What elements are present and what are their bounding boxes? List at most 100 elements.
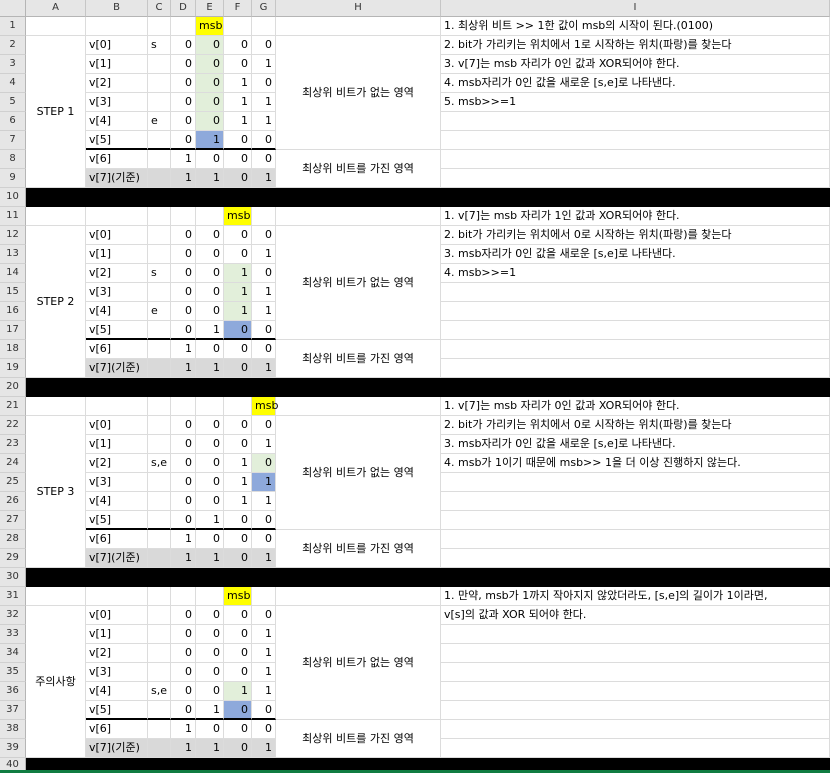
row-header[interactable]: 16	[0, 302, 26, 321]
range-marker[interactable]	[148, 435, 171, 454]
bit-cell[interactable]: 1	[224, 302, 252, 321]
range-marker[interactable]	[148, 720, 171, 739]
bit-cell[interactable]: 0	[171, 625, 196, 644]
vector-label[interactable]: v[2]	[86, 74, 148, 93]
grid-cell[interactable]	[196, 587, 224, 606]
column-header[interactable]: F	[224, 0, 252, 17]
bit-cell[interactable]: 1	[224, 93, 252, 112]
row-header[interactable]: 3	[0, 55, 26, 74]
bit-cell[interactable]: 0	[171, 74, 196, 93]
bit-cell[interactable]: 1	[196, 511, 224, 530]
row-header[interactable]: 17	[0, 321, 26, 340]
range-marker[interactable]	[148, 150, 171, 169]
column-header[interactable]: I	[441, 0, 830, 17]
row-header[interactable]: 33	[0, 625, 26, 644]
bit-cell[interactable]: 1	[196, 359, 224, 378]
bit-cell[interactable]: 0	[196, 606, 224, 625]
bit-cell[interactable]: 0	[171, 682, 196, 701]
range-marker[interactable]	[148, 739, 171, 758]
vector-label[interactable]: v[4]	[86, 492, 148, 511]
bit-cell[interactable]: 0	[171, 492, 196, 511]
bit-cell[interactable]: 0	[196, 245, 224, 264]
bit-cell[interactable]: 0	[224, 169, 252, 188]
bit-cell[interactable]: 0	[171, 644, 196, 663]
bit-cell[interactable]: 0	[224, 625, 252, 644]
bit-cell[interactable]: 0	[171, 511, 196, 530]
grid-cell[interactable]	[86, 397, 148, 416]
grid-cell[interactable]	[441, 682, 830, 701]
bit-cell[interactable]: 0	[252, 150, 276, 169]
grid-cell[interactable]	[441, 169, 830, 188]
bit-cell[interactable]: 0	[171, 131, 196, 150]
grid-cell[interactable]	[441, 340, 830, 359]
range-marker[interactable]	[148, 283, 171, 302]
range-marker[interactable]	[148, 473, 171, 492]
bit-cell[interactable]: 0	[224, 663, 252, 682]
bit-cell[interactable]: 0	[171, 302, 196, 321]
grid-cell[interactable]	[26, 397, 86, 416]
vector-label[interactable]: v[0]	[86, 36, 148, 55]
bit-cell[interactable]: 0	[196, 36, 224, 55]
range-marker[interactable]: s	[148, 264, 171, 283]
column-header[interactable]: D	[171, 0, 196, 17]
bit-cell[interactable]: 0	[171, 435, 196, 454]
bit-cell[interactable]: 0	[196, 435, 224, 454]
bit-cell[interactable]: 0	[252, 511, 276, 530]
bit-cell[interactable]: 0	[224, 701, 252, 720]
select-all-corner[interactable]	[0, 0, 26, 17]
vector-label[interactable]: v[4]	[86, 682, 148, 701]
grid-cell[interactable]	[276, 17, 441, 36]
bit-cell[interactable]: 0	[252, 226, 276, 245]
bit-cell[interactable]: 0	[171, 454, 196, 473]
vector-label[interactable]: v[6]	[86, 340, 148, 359]
row-header[interactable]: 23	[0, 435, 26, 454]
range-marker[interactable]	[148, 549, 171, 568]
vector-label[interactable]: v[3]	[86, 93, 148, 112]
range-marker[interactable]: s	[148, 36, 171, 55]
bit-cell[interactable]: 0	[196, 302, 224, 321]
column-header[interactable]: E	[196, 0, 224, 17]
bit-cell[interactable]: 1	[171, 530, 196, 549]
range-marker[interactable]	[148, 226, 171, 245]
vector-label[interactable]: v[2]	[86, 644, 148, 663]
bit-cell[interactable]: 0	[224, 435, 252, 454]
row-header[interactable]: 2	[0, 36, 26, 55]
row-header[interactable]: 6	[0, 112, 26, 131]
bit-cell[interactable]: 1	[252, 663, 276, 682]
bit-cell[interactable]: 1	[252, 283, 276, 302]
bit-cell[interactable]: 0	[196, 416, 224, 435]
bit-cell[interactable]: 0	[196, 74, 224, 93]
bit-cell[interactable]: 1	[252, 435, 276, 454]
row-header[interactable]: 14	[0, 264, 26, 283]
row-header[interactable]: 11	[0, 207, 26, 226]
row-header[interactable]: 30	[0, 568, 26, 587]
grid-cell[interactable]	[441, 473, 830, 492]
grid-cell[interactable]	[196, 397, 224, 416]
vector-label[interactable]: v[0]	[86, 226, 148, 245]
range-marker[interactable]	[148, 359, 171, 378]
bit-cell[interactable]: 0	[196, 226, 224, 245]
row-header[interactable]: 29	[0, 549, 26, 568]
bit-cell[interactable]: 0	[196, 55, 224, 74]
bit-cell[interactable]: 0	[224, 644, 252, 663]
bit-cell[interactable]: 0	[252, 131, 276, 150]
bit-cell[interactable]: 0	[224, 150, 252, 169]
vector-label[interactable]: v[6]	[86, 150, 148, 169]
range-marker[interactable]	[148, 169, 171, 188]
grid-cell[interactable]	[148, 587, 171, 606]
bit-cell[interactable]: 0	[171, 112, 196, 131]
grid-cell[interactable]	[171, 397, 196, 416]
range-marker[interactable]	[148, 245, 171, 264]
bit-cell[interactable]: 1	[224, 454, 252, 473]
grid-cell[interactable]	[148, 207, 171, 226]
bit-cell[interactable]: 0	[196, 283, 224, 302]
bit-cell[interactable]: 0	[224, 606, 252, 625]
grid-cell[interactable]	[441, 321, 830, 340]
vector-label[interactable]: v[3]	[86, 473, 148, 492]
grid-cell[interactable]	[26, 17, 86, 36]
row-header[interactable]: 5	[0, 93, 26, 112]
grid-cell[interactable]	[86, 207, 148, 226]
bit-cell[interactable]: 0	[171, 36, 196, 55]
bit-cell[interactable]: 1	[171, 340, 196, 359]
column-header[interactable]: H	[276, 0, 441, 17]
